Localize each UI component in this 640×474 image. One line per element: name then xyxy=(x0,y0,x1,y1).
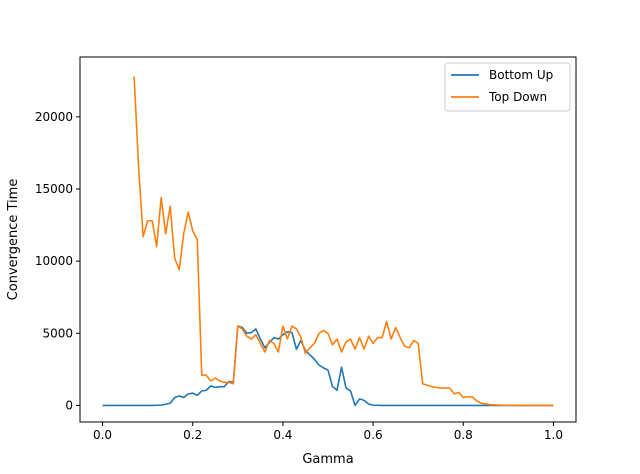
y-tick-label: 10000 xyxy=(35,254,73,268)
x-tick-label: 0.4 xyxy=(273,428,292,442)
y-axis-label: Convergence Time xyxy=(6,179,21,301)
y-tick-label: 20000 xyxy=(35,110,73,124)
legend: Bottom Up Top Down xyxy=(444,62,571,112)
y-tick-label: 0 xyxy=(65,398,73,412)
y-tick-label: 5000 xyxy=(42,326,73,340)
plot-lines xyxy=(102,76,554,407)
x-axis-label: Gamma xyxy=(302,452,353,467)
series-line-bottom-up xyxy=(102,325,554,407)
y-axis-ticks: 0 5000 10000 15000 20000 xyxy=(35,110,80,412)
series-line-top-down xyxy=(133,76,554,407)
x-tick-label: 0.2 xyxy=(183,428,202,442)
legend-label-bottom-up: Bottom Up xyxy=(489,68,553,82)
x-axis-ticks: 0.0 0.2 0.4 0.6 0.8 1.0 xyxy=(93,422,563,442)
y-tick-label: 15000 xyxy=(35,182,73,196)
legend-label-top-down: Top Down xyxy=(488,90,547,104)
x-tick-label: 1.0 xyxy=(544,428,563,442)
x-tick-label: 0.0 xyxy=(93,428,112,442)
x-tick-label: 0.6 xyxy=(364,428,383,442)
x-tick-label: 0.8 xyxy=(454,428,473,442)
axes-frame xyxy=(79,56,577,423)
